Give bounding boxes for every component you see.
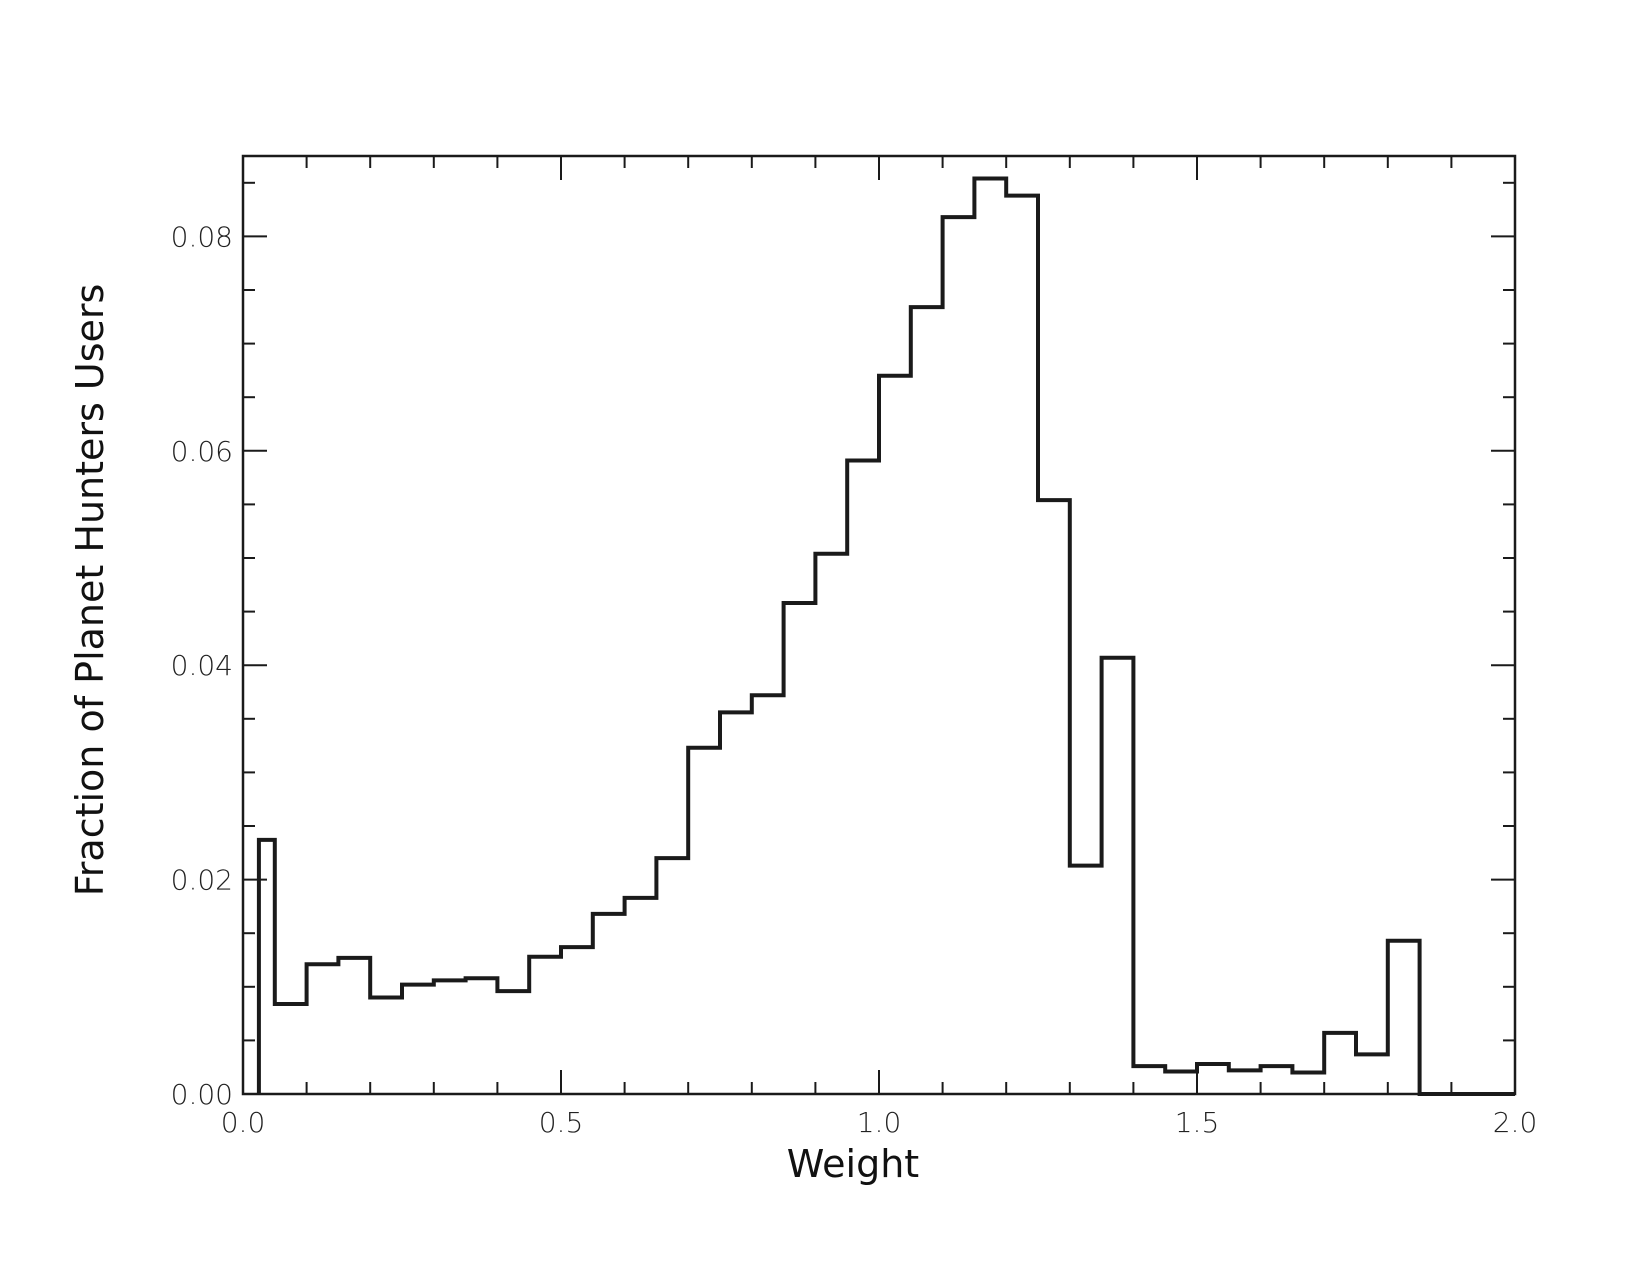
x-axis-title: Weight <box>787 1142 919 1186</box>
x-tick-label: 0.0 <box>221 1106 266 1139</box>
y-tick-label: 0.02 <box>171 864 233 897</box>
y-tick-label: 0.04 <box>171 649 233 682</box>
x-tick-label: 2.0 <box>1493 1106 1538 1139</box>
y-tick-labels: 0.00 0.02 0.04 0.06 0.08 <box>171 220 233 1111</box>
plot-frame <box>241 154 1517 1096</box>
histogram-step-line <box>256 176 1515 1096</box>
x-tick-label: 1.0 <box>857 1106 902 1139</box>
y-tick-label: 0.08 <box>171 220 233 253</box>
x-tick-label: 1.5 <box>1175 1106 1220 1139</box>
axis-ticks <box>242 156 1516 1095</box>
y-axis-title: Fraction of Planet Hunters Users <box>68 284 112 897</box>
x-tick-labels: 0.0 0.5 1.0 1.5 2.0 <box>221 1106 1538 1139</box>
y-tick-label: 0.00 <box>171 1078 233 1111</box>
x-tick-label: 0.5 <box>539 1106 584 1139</box>
y-tick-label: 0.06 <box>171 435 233 468</box>
